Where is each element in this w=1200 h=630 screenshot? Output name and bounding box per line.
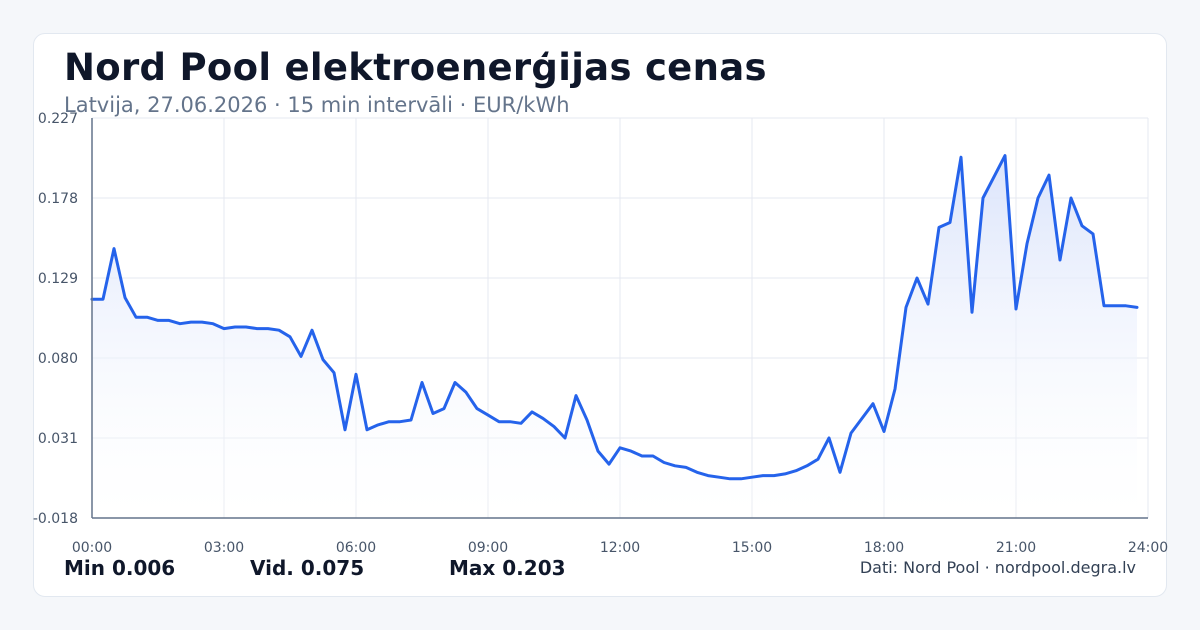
y-tick-label: 0.031 bbox=[38, 431, 78, 447]
y-tick-label: 0.227 bbox=[38, 111, 78, 127]
x-tick-label: 09:00 bbox=[468, 540, 508, 556]
x-tick-label: 12:00 bbox=[600, 540, 640, 556]
x-tick-label: 06:00 bbox=[336, 540, 376, 556]
stat-average: Vid. 0.075 bbox=[250, 556, 365, 580]
y-tick-label: -0.018 bbox=[33, 511, 78, 527]
x-tick-label: 03:00 bbox=[204, 540, 244, 556]
x-tick-label: 00:00 bbox=[72, 540, 112, 556]
y-tick-label: 0.129 bbox=[38, 271, 78, 287]
x-tick-label: 15:00 bbox=[732, 540, 772, 556]
x-tick-label: 24:00 bbox=[1128, 540, 1168, 556]
stat-max: Max 0.203 bbox=[449, 556, 566, 580]
page-subtitle: Latvija, 27.06.2026 · 15 min intervāli ·… bbox=[64, 93, 570, 117]
x-tick-label: 18:00 bbox=[864, 540, 904, 556]
page-title: Nord Pool elektroenerģijas cenas bbox=[64, 46, 767, 89]
x-tick-label: 21:00 bbox=[996, 540, 1036, 556]
stat-min: Min 0.006 bbox=[64, 556, 176, 580]
price-line bbox=[90, 154, 1139, 481]
y-tick-label: 0.178 bbox=[38, 191, 78, 207]
data-source: Dati: Nord Pool · nordpool.degra.lv bbox=[859, 558, 1136, 577]
y-tick-label: 0.080 bbox=[38, 351, 78, 367]
price-area bbox=[92, 155, 1137, 518]
